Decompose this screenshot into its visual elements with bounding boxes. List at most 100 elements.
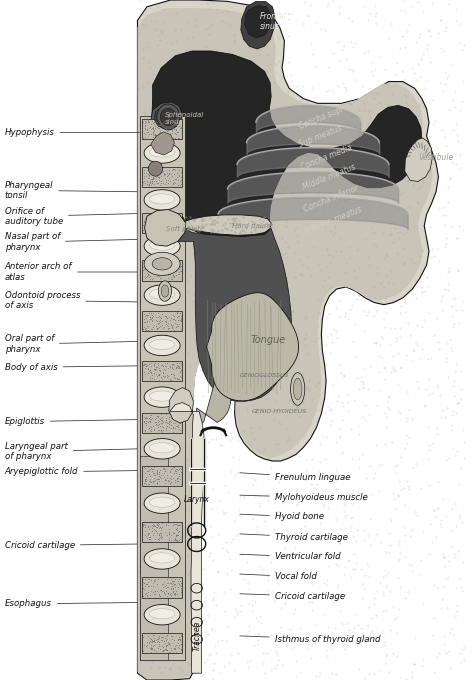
Point bbox=[177, 174, 185, 185]
Point bbox=[152, 315, 160, 326]
Point bbox=[150, 520, 158, 530]
Point bbox=[148, 324, 156, 335]
Point bbox=[163, 358, 171, 369]
Point bbox=[174, 116, 182, 127]
Point bbox=[155, 520, 162, 531]
Point bbox=[174, 118, 182, 129]
Point bbox=[150, 373, 158, 384]
Point bbox=[159, 211, 167, 222]
Point bbox=[144, 117, 152, 128]
Point bbox=[150, 630, 157, 641]
Point bbox=[149, 519, 156, 530]
Polygon shape bbox=[170, 403, 205, 673]
Point bbox=[169, 322, 176, 333]
Point bbox=[152, 129, 159, 139]
Point bbox=[147, 643, 155, 653]
Point bbox=[162, 641, 170, 651]
Point bbox=[167, 588, 175, 598]
Point bbox=[163, 225, 170, 236]
Point bbox=[153, 473, 161, 484]
Point bbox=[168, 120, 175, 131]
Ellipse shape bbox=[144, 190, 180, 210]
Point bbox=[163, 317, 170, 328]
Point bbox=[141, 473, 148, 484]
Point bbox=[175, 169, 182, 180]
Point bbox=[143, 309, 151, 320]
Point bbox=[144, 216, 152, 227]
Point bbox=[170, 586, 177, 597]
Point bbox=[159, 462, 167, 473]
Point bbox=[155, 224, 162, 235]
Point bbox=[157, 524, 165, 535]
Point bbox=[145, 179, 152, 190]
Point bbox=[154, 533, 162, 544]
Point bbox=[146, 367, 154, 378]
Point bbox=[150, 258, 157, 269]
Point bbox=[145, 226, 153, 237]
Point bbox=[173, 523, 180, 534]
Point bbox=[149, 577, 156, 588]
Point bbox=[139, 265, 147, 275]
Point bbox=[169, 116, 177, 127]
Point bbox=[161, 311, 168, 322]
Point bbox=[167, 583, 174, 594]
Point bbox=[139, 265, 147, 276]
Point bbox=[160, 265, 167, 275]
Point bbox=[163, 645, 171, 656]
Ellipse shape bbox=[144, 252, 180, 275]
Point bbox=[152, 263, 159, 274]
Point bbox=[168, 633, 176, 644]
Point bbox=[173, 126, 181, 137]
Point bbox=[172, 266, 180, 277]
Point bbox=[163, 520, 170, 530]
Point bbox=[152, 175, 159, 186]
Point bbox=[168, 631, 176, 642]
Point bbox=[158, 640, 166, 651]
Point bbox=[147, 163, 155, 173]
Point bbox=[146, 424, 154, 435]
Point bbox=[176, 215, 183, 226]
Point bbox=[155, 475, 163, 486]
Point bbox=[154, 323, 162, 334]
Point bbox=[146, 476, 154, 487]
Point bbox=[143, 178, 151, 189]
Point bbox=[166, 269, 173, 280]
Point bbox=[176, 224, 183, 235]
Point bbox=[149, 171, 156, 182]
Bar bbox=[142, 577, 182, 598]
Point bbox=[141, 475, 149, 486]
Point bbox=[177, 464, 185, 475]
Point bbox=[157, 129, 165, 139]
Point bbox=[170, 426, 177, 437]
Point bbox=[155, 368, 163, 379]
Point bbox=[139, 518, 147, 529]
Point bbox=[165, 422, 173, 432]
Point bbox=[173, 523, 181, 534]
Point bbox=[160, 364, 167, 375]
Point bbox=[144, 211, 151, 222]
Point bbox=[159, 579, 167, 590]
Point bbox=[175, 224, 182, 235]
Point bbox=[155, 415, 162, 426]
Point bbox=[151, 417, 159, 428]
Point bbox=[173, 129, 180, 139]
Point bbox=[170, 271, 177, 282]
Point bbox=[150, 636, 157, 647]
Point bbox=[172, 173, 179, 184]
Point bbox=[160, 462, 168, 473]
Point bbox=[153, 634, 160, 645]
Point bbox=[143, 175, 151, 186]
Point bbox=[174, 411, 182, 422]
Point bbox=[144, 271, 151, 282]
Point bbox=[143, 316, 150, 327]
Point bbox=[163, 574, 171, 585]
Ellipse shape bbox=[144, 335, 180, 356]
Point bbox=[160, 424, 167, 435]
Point bbox=[154, 171, 161, 182]
Point bbox=[155, 637, 163, 648]
Point bbox=[157, 424, 165, 435]
Point bbox=[156, 644, 164, 655]
Point bbox=[162, 631, 170, 642]
Point bbox=[171, 644, 178, 655]
Ellipse shape bbox=[152, 258, 172, 270]
